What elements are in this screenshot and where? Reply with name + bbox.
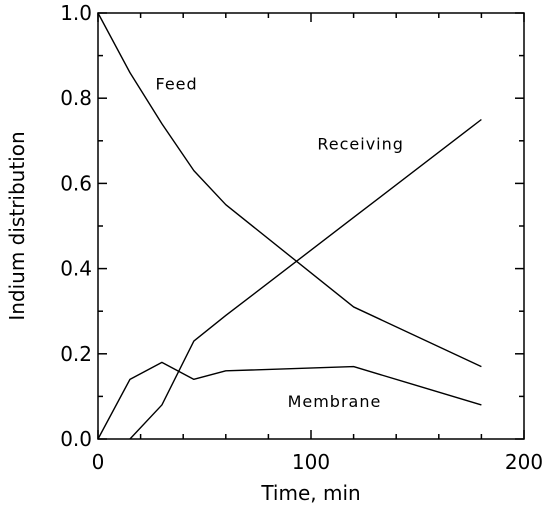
tick-labels: 0 100 200 0.0 0.2 0.4 0.6 0.8 1.0 [60, 1, 543, 474]
y-tick-label: 0.2 [60, 342, 92, 366]
x-tick-label: 200 [505, 450, 543, 474]
y-tick-label: 1.0 [60, 1, 92, 25]
series-label-feed: Feed [156, 75, 198, 94]
series-label-membrane: Membrane [288, 392, 382, 411]
axis-ticks [97, 12, 525, 440]
x-tick-label: 0 [92, 450, 105, 474]
y-tick-label: 0.6 [60, 171, 92, 195]
series-line-membrane [97, 361, 482, 440]
series-line-feed [97, 12, 482, 368]
y-tick-label: 0.4 [60, 257, 92, 281]
series-line-receiving [129, 118, 482, 440]
x-tick-label: 100 [292, 450, 330, 474]
y-axis-title: Indium distribution [5, 131, 29, 320]
y-tick-label: 0.0 [60, 427, 92, 451]
y-tick-label: 0.8 [60, 86, 92, 110]
series-label-receiving: Receiving [317, 134, 404, 153]
series-labels: Feed Receiving Membrane [156, 75, 404, 411]
x-axis-title: Time, min [260, 481, 360, 505]
series-lines [97, 12, 482, 440]
